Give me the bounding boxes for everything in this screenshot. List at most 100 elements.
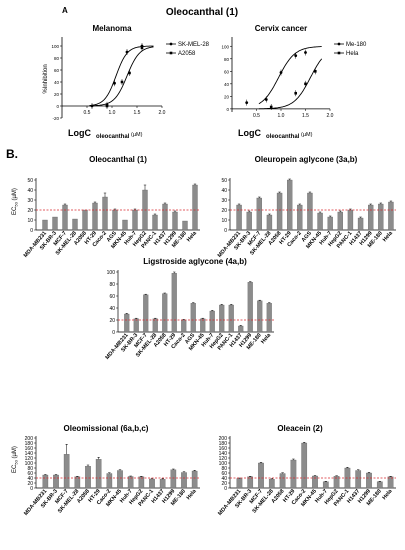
bar bbox=[376, 481, 383, 489]
y-axis-label: EC50 (µM) bbox=[12, 188, 19, 215]
bar bbox=[52, 216, 58, 231]
y-tick-label: 100 bbox=[107, 270, 116, 276]
bar bbox=[219, 304, 225, 333]
data-point bbox=[294, 91, 297, 95]
category-label: Hela bbox=[186, 230, 199, 243]
bar bbox=[322, 481, 329, 489]
x-tick-label: 1.5 bbox=[134, 110, 141, 116]
y-tick-label: 40 bbox=[224, 82, 230, 87]
bar bbox=[266, 214, 273, 231]
bar bbox=[138, 476, 145, 489]
y-tick-label: 60 bbox=[109, 294, 115, 300]
bar bbox=[181, 319, 187, 333]
y-tick-label: 30 bbox=[27, 198, 33, 204]
bar bbox=[162, 293, 168, 333]
bar bbox=[366, 472, 372, 489]
bar bbox=[297, 204, 303, 231]
data-point bbox=[245, 101, 249, 105]
y-tick-label: 10 bbox=[27, 218, 33, 224]
panel-title: Melanoma bbox=[92, 24, 132, 33]
y-tick-label: 120 bbox=[219, 456, 228, 462]
legend-label: Hela bbox=[346, 51, 359, 57]
y-tick-label: 40 bbox=[221, 476, 227, 482]
bar bbox=[143, 294, 149, 333]
legend-marker bbox=[337, 42, 341, 46]
bar bbox=[268, 479, 275, 489]
bar bbox=[387, 476, 394, 489]
y-tick-label: 50 bbox=[27, 178, 33, 184]
y-tick-label: 40 bbox=[54, 80, 60, 85]
dose-response-melanoma: Melanoma -20 0 20 40 60 80 100 0.5 1.0 1.5 2.0 %Inhi… bbox=[43, 24, 210, 140]
y-tick-label: 20 bbox=[109, 318, 115, 324]
bar bbox=[152, 318, 158, 333]
y-axis-label-sub: 50 bbox=[14, 201, 19, 206]
x-tick-label: 1.0 bbox=[278, 113, 285, 119]
data-point bbox=[113, 81, 116, 85]
chart-title: Oleuropein aglycone (3a,b) bbox=[255, 155, 358, 164]
chart-title: Oleacein (2) bbox=[277, 424, 323, 433]
y-tick-label: 140 bbox=[219, 451, 228, 457]
data-point bbox=[264, 98, 268, 101]
bar bbox=[191, 470, 198, 489]
dose-response-cervix: Cervix cancer 0 20 40 60 80 100 0.5 1.0 1.5 2.0 Log… bbox=[221, 24, 367, 140]
y-tick-label: 100 bbox=[221, 44, 229, 49]
y-tick-label: 0 bbox=[112, 330, 115, 336]
legend-label: A2058 bbox=[178, 51, 196, 57]
bar-chart-oleacein: Oleacein (2)020406080100120140160180200M… bbox=[217, 424, 396, 517]
bar bbox=[170, 469, 177, 489]
bar bbox=[290, 459, 297, 489]
legend-marker bbox=[169, 51, 173, 55]
y-tick-label: 60 bbox=[221, 471, 227, 477]
bar bbox=[200, 318, 206, 333]
bar bbox=[112, 209, 118, 231]
y-tick-label: 40 bbox=[221, 188, 227, 194]
y-tick-label: 0 bbox=[30, 228, 33, 234]
bar bbox=[355, 470, 362, 489]
y-tick-label: 80 bbox=[27, 466, 33, 472]
bar bbox=[72, 218, 78, 231]
fit-curve-sk-mel-28 bbox=[89, 45, 154, 106]
y-tick-label: 60 bbox=[224, 69, 230, 74]
y-tick-label: 80 bbox=[224, 57, 230, 62]
bar bbox=[190, 303, 196, 333]
bar bbox=[132, 209, 138, 231]
y-tick-label: 50 bbox=[221, 178, 227, 184]
y-tick-label: 200 bbox=[25, 436, 34, 442]
category-label: Hela bbox=[382, 488, 395, 501]
y-axis-label-sub: 50 bbox=[14, 459, 19, 464]
y-tick-label: 0 bbox=[224, 228, 227, 234]
data-point bbox=[120, 80, 124, 84]
bar bbox=[228, 304, 234, 333]
bar bbox=[307, 192, 313, 231]
bar bbox=[63, 454, 70, 489]
y-tick-label: 20 bbox=[221, 481, 227, 487]
y-tick-label: 30 bbox=[221, 198, 227, 204]
data-point bbox=[304, 51, 307, 54]
bar bbox=[388, 201, 394, 231]
bar bbox=[92, 202, 98, 231]
bar bbox=[279, 473, 286, 489]
x-axis-label-sub: oleocanthal bbox=[96, 134, 130, 140]
x-axis-label-unit: (µM) bbox=[131, 132, 143, 138]
y-tick-label: 80 bbox=[221, 466, 227, 472]
y-axis-label: EC50 (µM) bbox=[12, 446, 19, 473]
x-tick-label: 1.0 bbox=[109, 110, 116, 116]
bar-chart-oleomissional: Oleomissional (6a,b,c) 020406080100120140… bbox=[12, 424, 200, 517]
chart-title: Oleomissional (6a,b,c) bbox=[64, 424, 149, 433]
section-b-label: B. bbox=[6, 147, 18, 161]
bar bbox=[368, 204, 374, 231]
data-point bbox=[128, 71, 131, 75]
y-tick-label: 20 bbox=[27, 481, 33, 487]
y-tick-label: 80 bbox=[54, 56, 60, 61]
panel-title: Cervix cancer bbox=[255, 24, 307, 33]
bar bbox=[172, 211, 178, 231]
y-tick-label: 180 bbox=[219, 441, 228, 447]
bar bbox=[149, 478, 155, 489]
bar bbox=[122, 219, 128, 231]
data-point bbox=[314, 70, 317, 73]
data-point bbox=[304, 82, 307, 86]
y-tick-label: 160 bbox=[219, 446, 228, 452]
bar bbox=[317, 212, 323, 231]
data-point bbox=[125, 50, 129, 54]
